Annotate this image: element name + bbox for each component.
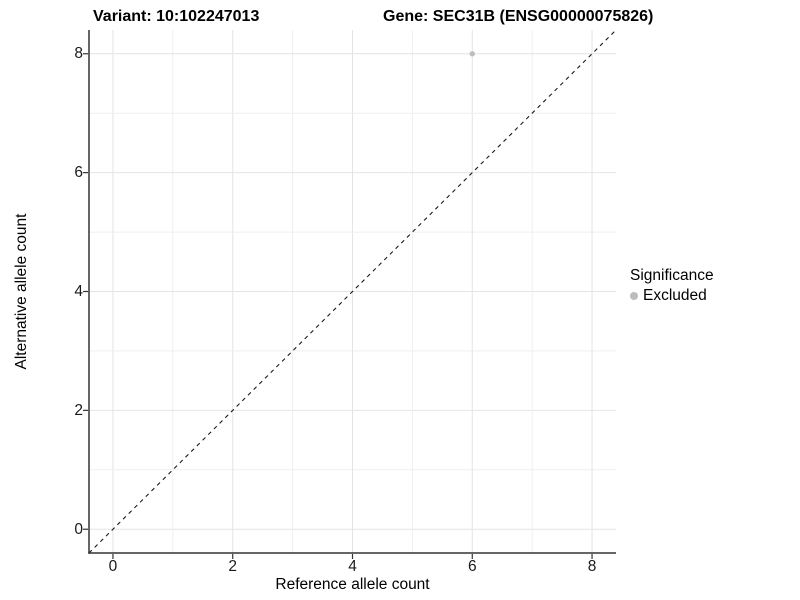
plot-title-gene: Gene: SEC31B (ENSG00000075826) <box>383 8 654 25</box>
legend-marker-dot-icon <box>630 292 638 300</box>
x-tick-label: 4 <box>348 558 357 575</box>
legend: Significance Excluded <box>630 266 714 306</box>
y-axis-title: Alternative allele count <box>13 213 30 370</box>
x-axis-title: Reference allele count <box>275 576 430 593</box>
x-tick-label: 0 <box>108 558 118 575</box>
y-tick-label: 2 <box>74 401 83 419</box>
y-tick-label: 4 <box>74 283 83 300</box>
x-tick-label: 2 <box>228 558 238 575</box>
legend-item: Excluded <box>630 286 714 306</box>
identity-reference-line <box>88 29 617 554</box>
y-tick-label: 8 <box>74 45 83 63</box>
x-tick-label: 8 <box>587 558 597 575</box>
y-tick-label: 0 <box>74 520 83 538</box>
plot-title-variant: Variant: 10:102247013 <box>93 8 260 25</box>
legend-title: Significance <box>630 267 714 284</box>
y-tick-label: 6 <box>74 164 83 182</box>
x-tick-label: 6 <box>467 558 477 575</box>
data-point <box>469 51 475 57</box>
legend-item-label: Excluded <box>643 287 707 304</box>
